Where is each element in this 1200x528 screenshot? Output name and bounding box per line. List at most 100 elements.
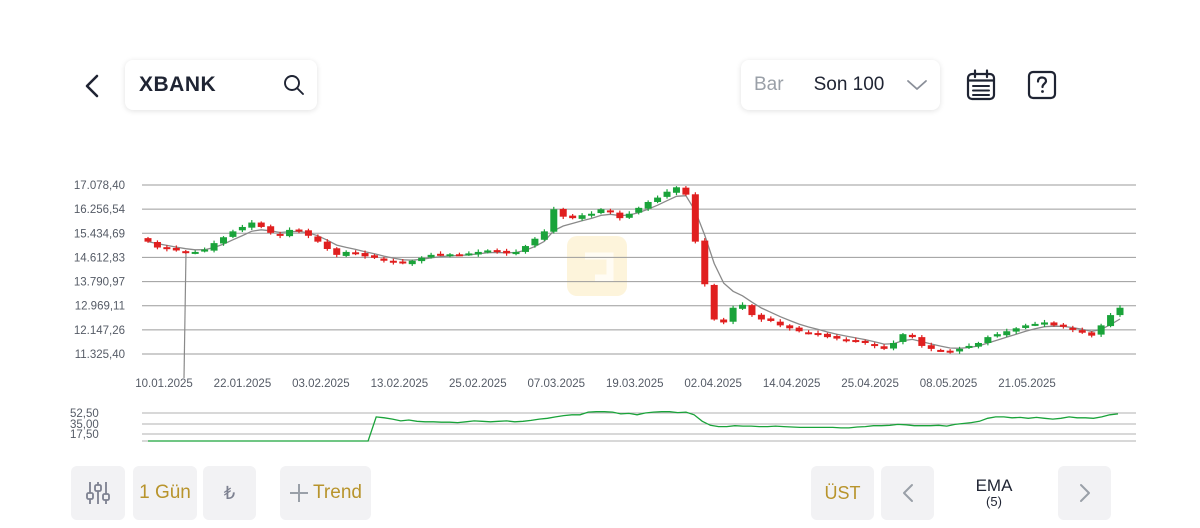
period-label: 1 Gün <box>139 482 191 503</box>
price-axis-tick: 12.147,26 <box>74 325 125 337</box>
candle <box>956 348 964 352</box>
price-axis-tick: 13.790,97 <box>74 277 125 289</box>
candle <box>625 213 633 218</box>
indicator-line <box>148 411 1119 442</box>
price-axis-tick: 16.256,54 <box>74 204 126 216</box>
candle <box>597 209 605 214</box>
sliders-icon <box>86 482 110 504</box>
candle <box>512 251 520 255</box>
candle <box>418 257 426 262</box>
candle <box>521 246 529 252</box>
candle <box>238 226 246 231</box>
bar-count-select[interactable]: Bar Son 100 <box>741 60 940 110</box>
date-axis-tick: 08.05.2025 <box>920 378 978 390</box>
indicator-prev-button[interactable] <box>881 466 934 520</box>
chevron-left-icon <box>902 484 913 502</box>
search-icon[interactable] <box>283 74 305 96</box>
candle <box>163 247 171 250</box>
indicator-axis-tick: 52,50 <box>70 408 99 420</box>
date-axis-tick: 03.02.2025 <box>292 378 350 390</box>
candle <box>201 249 209 252</box>
date-axis-tick: 02.04.2025 <box>684 378 742 390</box>
ema-line <box>147 195 1121 349</box>
candle <box>352 252 360 255</box>
candle <box>427 254 435 258</box>
price-chart[interactable]: 17.078,40 16.256,54 15.434,69 14.612,83 13.7… <box>0 170 1200 450</box>
price-axis-tick: 12.969,11 <box>75 301 125 313</box>
candle <box>588 213 596 216</box>
candle <box>361 253 369 257</box>
candle <box>691 194 699 242</box>
candle <box>616 212 624 219</box>
price-axis-tick: 11.325,40 <box>75 349 125 361</box>
date-axis-tick: 07.03.2025 <box>527 378 585 390</box>
candle <box>739 304 747 309</box>
candle <box>833 336 841 339</box>
candle <box>191 251 199 254</box>
candle <box>757 314 765 320</box>
candle <box>729 307 737 322</box>
candle <box>465 253 473 256</box>
candle <box>937 349 945 352</box>
candle <box>1041 322 1049 325</box>
candle <box>918 337 926 346</box>
candle <box>871 344 879 347</box>
price-chart-svg[interactable]: 17.078,40 16.256,54 15.434,69 14.612,83 13.7… <box>0 170 1200 450</box>
candle <box>182 251 190 254</box>
candle <box>1097 325 1105 335</box>
candle <box>663 191 671 197</box>
candle <box>172 247 180 251</box>
candle <box>295 229 303 232</box>
candle <box>219 237 227 244</box>
indicator-param: (5) <box>986 494 1002 509</box>
candle <box>644 201 652 209</box>
candle <box>974 342 982 347</box>
logo-watermark <box>567 236 627 296</box>
candle <box>1031 323 1039 326</box>
ust-button[interactable]: ÜST <box>811 466 874 520</box>
date-axis-tick: 13.02.2025 <box>371 378 429 390</box>
candle <box>908 334 916 338</box>
chart-settings-button[interactable] <box>71 466 125 520</box>
candle <box>682 187 690 195</box>
candle <box>389 260 397 263</box>
candle <box>880 346 888 349</box>
trend-label: Trend <box>313 482 362 503</box>
candle <box>1022 325 1030 328</box>
candle <box>323 241 331 249</box>
candle <box>267 226 275 233</box>
candle <box>672 187 680 193</box>
calendar-button[interactable] <box>964 68 998 102</box>
symbol-search-value[interactable]: XBANK <box>139 73 217 96</box>
candle <box>248 222 256 228</box>
candle <box>795 327 803 332</box>
trend-button[interactable]: Trend <box>280 466 371 520</box>
currency-button[interactable]: ₺ <box>203 466 256 520</box>
date-axis-tick: 10.01.2025 <box>135 378 193 390</box>
candle <box>1059 324 1067 327</box>
candle <box>446 254 454 257</box>
candle <box>304 230 312 236</box>
candle <box>814 333 822 336</box>
candle <box>276 233 284 236</box>
candle <box>805 332 813 335</box>
indicator-next-button[interactable] <box>1058 466 1111 520</box>
candle <box>229 231 237 237</box>
candle <box>710 284 718 320</box>
candle <box>1050 322 1058 326</box>
back-button[interactable] <box>78 70 106 102</box>
date-axis-tick: 25.04.2025 <box>841 378 899 390</box>
candle <box>1116 307 1124 316</box>
indicator-axis-tick: 17,50 <box>70 429 99 441</box>
symbol-search-field[interactable]: XBANK <box>125 60 317 110</box>
help-icon <box>1027 70 1057 100</box>
help-button[interactable] <box>1025 68 1059 102</box>
candle <box>455 254 463 257</box>
candle <box>606 210 614 213</box>
period-button[interactable]: 1 Gün <box>133 466 197 520</box>
candle <box>333 248 341 255</box>
candle-wick <box>183 251 187 379</box>
indicator-selector[interactable]: EMA (5) <box>944 466 1044 520</box>
candle <box>484 250 492 253</box>
chevron-left-icon <box>85 74 99 98</box>
